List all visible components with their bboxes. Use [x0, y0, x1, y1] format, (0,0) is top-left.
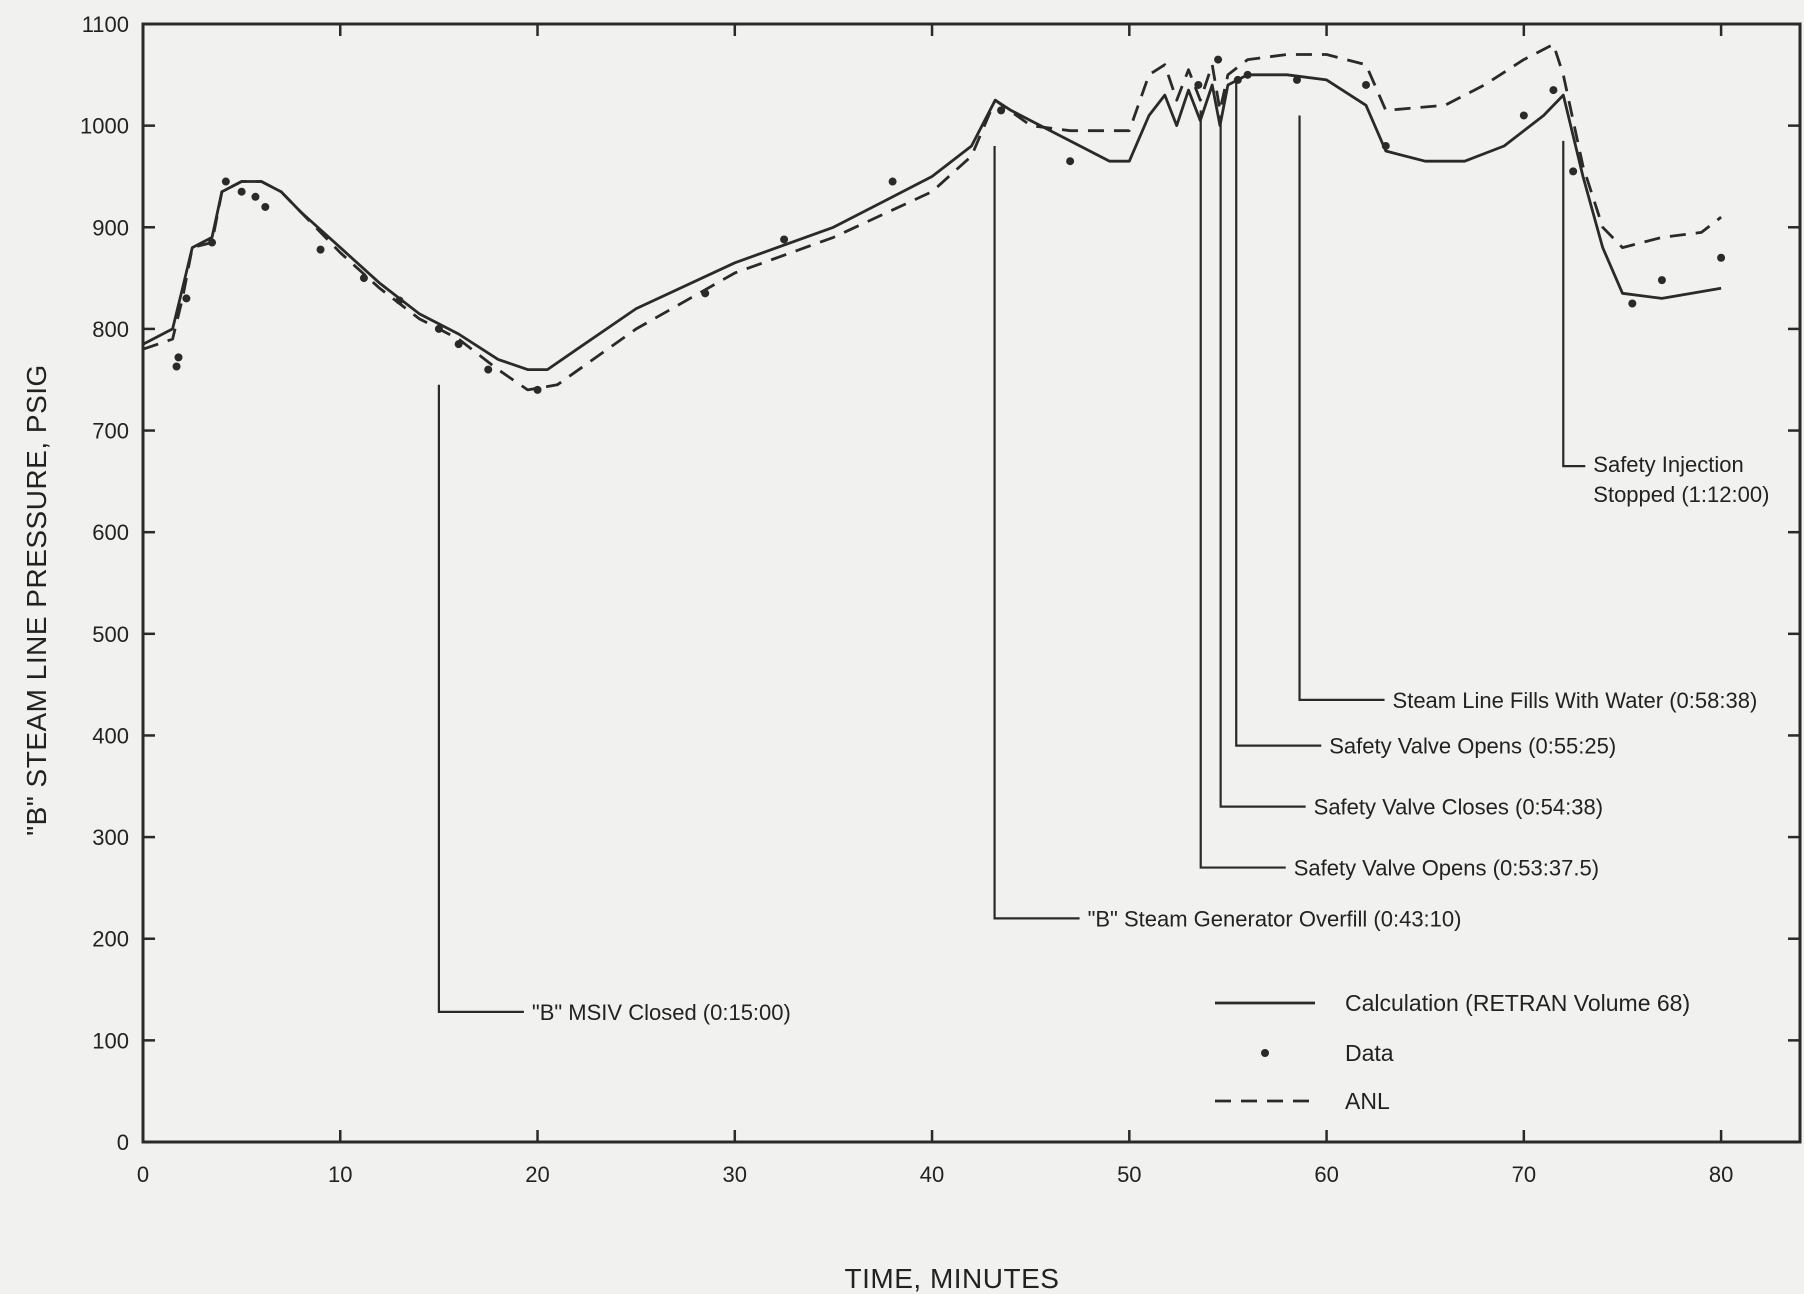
legend-label: Data — [1345, 1040, 1394, 1066]
data-point — [1657, 276, 1666, 285]
data-point — [454, 340, 463, 349]
data-point — [1233, 75, 1242, 84]
annotation-label-line: Safety Valve Closes (0:54:38) — [1314, 795, 1603, 820]
annotation-label: Safety Valve Closes (0:54:38) — [1314, 795, 1603, 820]
data-point — [172, 362, 181, 371]
annotation-label: Safety Injection Stopped (1:12:00) — [1593, 452, 1769, 507]
annotation-label: Safety Valve Opens (0:53:37.5) — [1294, 856, 1599, 881]
data-point — [174, 353, 183, 362]
annotation-label-line: Stopped (1:12:00) — [1593, 482, 1769, 507]
x-tick-label: 50 — [1117, 1162, 1141, 1187]
data-point — [1362, 80, 1371, 89]
annotation-label-line: Safety Valve Opens (0:55:25) — [1329, 734, 1616, 759]
series-layer — [142, 42, 1726, 394]
y-tick-label: 600 — [92, 520, 129, 545]
x-tick-label: 20 — [525, 1162, 549, 1187]
annotation-layer: "B" MSIV Closed (0:15:00) "B" Steam Gener… — [437, 79, 1769, 1025]
data-point — [1549, 86, 1558, 95]
data-point — [316, 245, 325, 254]
y-axis-title: "B" STEAM LINE PRESSURE, PSIG — [21, 364, 52, 836]
data-point — [888, 177, 897, 186]
x-tick-label: 60 — [1314, 1162, 1338, 1187]
y-tick-label: 500 — [92, 622, 129, 647]
data-point — [1628, 299, 1637, 308]
data-point — [395, 296, 404, 305]
data-point — [533, 385, 542, 394]
annotation-leader — [1298, 115, 1385, 701]
data-point — [701, 289, 710, 298]
data-point — [208, 238, 217, 247]
axis-ticks: 0 10 20 30 40 50 60 70 8001002003004005006007008… — [80, 12, 1800, 1187]
series-line-calculation-retran-volume-68 — [142, 73, 1722, 371]
annotation-leader — [1235, 79, 1322, 747]
data-point — [1243, 70, 1252, 79]
data-point — [1214, 55, 1223, 64]
annotation-label: Steam Line Fills With Water (0:58:38) — [1393, 688, 1758, 713]
y-tick-label: 900 — [92, 215, 129, 240]
data-point — [1717, 253, 1726, 262]
x-tick-label: 30 — [723, 1162, 747, 1187]
annotation-label-line: Steam Line Fills With Water (0:58:38) — [1393, 688, 1758, 713]
data-point — [484, 365, 493, 374]
data-point — [261, 202, 270, 211]
data-point — [997, 106, 1006, 115]
series-line-anl — [142, 42, 1722, 392]
data-point — [780, 235, 789, 244]
y-tick-label: 1100 — [82, 12, 129, 37]
annotation-label: Safety Valve Opens (0:55:25) — [1329, 734, 1616, 759]
data-point — [359, 274, 368, 283]
y-tick-label: 300 — [92, 825, 129, 850]
data-point — [251, 192, 260, 201]
y-tick-label: 0 — [117, 1130, 129, 1155]
x-tick-label: 0 — [137, 1162, 149, 1187]
legend-label: Calculation (RETRAN Volume 68) — [1345, 990, 1690, 1016]
y-tick-label: 800 — [92, 317, 129, 342]
annotation-label-line: Safety Valve Opens (0:53:37.5) — [1294, 856, 1599, 881]
annotation-label-line: Safety Injection — [1593, 452, 1743, 477]
x-tick-label: 80 — [1709, 1162, 1733, 1187]
y-tick-label: 1000 — [80, 114, 129, 139]
legend: Calculation (RETRAN Volume 68) Data ANL — [1215, 990, 1690, 1114]
data-point — [182, 294, 191, 303]
annotation-label-line: "B" MSIV Closed (0:15:00) — [532, 1000, 791, 1025]
data-point — [1066, 157, 1075, 166]
data-point — [1569, 167, 1578, 176]
data-point — [434, 324, 443, 333]
legend-swatch-data — [1261, 1049, 1269, 1057]
annotation-leader — [1219, 115, 1306, 808]
x-axis-title: TIME, MINUTES — [845, 1263, 1060, 1294]
data-point — [237, 187, 246, 196]
legend-label: ANL — [1345, 1088, 1390, 1114]
annotation-label: "B" MSIV Closed (0:15:00) — [532, 1000, 791, 1025]
data-point — [1381, 141, 1390, 150]
data-point — [1292, 75, 1301, 84]
y-tick-label: 200 — [92, 927, 129, 952]
data-point — [1519, 111, 1528, 120]
annotation-label-line: "B" Steam Generator Overfill (0:43:10) — [1088, 906, 1462, 931]
x-tick-label: 40 — [920, 1162, 944, 1187]
plot-frame — [141, 22, 1802, 1144]
annotation-label: "B" Steam Generator Overfill (0:43:10) — [1088, 906, 1462, 931]
x-tick-label: 70 — [1512, 1162, 1536, 1187]
plot-border — [141, 22, 1802, 1144]
data-point — [221, 177, 230, 186]
data-point — [1194, 80, 1203, 89]
y-tick-label: 400 — [92, 723, 129, 748]
x-tick-label: 10 — [328, 1162, 352, 1187]
annotation-leader — [437, 384, 524, 1014]
y-tick-label: 100 — [92, 1028, 129, 1053]
annotation-leader — [1562, 140, 1586, 468]
annotation-leader — [993, 145, 1080, 920]
annotation-leader — [1199, 110, 1286, 869]
y-tick-label: 700 — [92, 419, 129, 444]
